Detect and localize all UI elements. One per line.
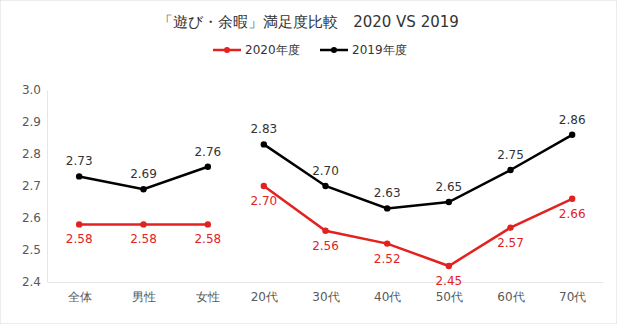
x-tick-label: 20代	[251, 290, 278, 304]
x-tick: 男性	[132, 282, 156, 304]
data-label: 2.76	[194, 145, 221, 159]
data-label: 2.58	[194, 232, 221, 246]
panel: 20代30代40代50代60代70代2.702.562.522.452.572.…	[234, 113, 604, 304]
marker	[76, 221, 82, 227]
data-label: 2.52	[374, 252, 401, 266]
y-tick-label: 3.0	[22, 83, 41, 97]
marker	[322, 228, 328, 234]
x-axis-line	[234, 282, 604, 283]
y-tick: 2.8	[22, 147, 47, 161]
data-label: 2.70	[312, 164, 339, 178]
y-tick: 3.0	[22, 83, 47, 97]
x-tick: 全体	[68, 282, 92, 304]
y-tick: 2.9	[22, 115, 47, 129]
data-label: 2.70	[250, 194, 277, 208]
y-tick-label: 2.8	[22, 147, 41, 161]
x-tick-label: 70代	[559, 290, 586, 304]
marker	[322, 183, 328, 189]
legend-marker	[331, 47, 337, 53]
y-axis-line	[47, 91, 48, 283]
y-tick: 2.7	[22, 179, 47, 193]
marker	[140, 186, 146, 192]
y-tick-label: 2.4	[22, 275, 41, 289]
data-label: 2.66	[559, 207, 586, 221]
x-tick-label: 40代	[374, 290, 401, 304]
data-label: 2.83	[250, 122, 277, 136]
x-tick-label: 男性	[132, 290, 156, 304]
x-tick-label: 30代	[312, 290, 339, 304]
x-tick-label: 女性	[196, 290, 220, 304]
series-line	[264, 135, 572, 209]
data-label: 2.58	[130, 232, 157, 246]
marker	[261, 141, 267, 147]
x-tick-label: 50代	[436, 290, 463, 304]
marker	[205, 164, 211, 170]
marker	[569, 196, 575, 202]
series-line	[264, 186, 572, 266]
x-tick: 70代	[559, 282, 586, 304]
marker	[76, 173, 82, 179]
legend-item: 2020年度	[213, 43, 300, 57]
data-labels: 2.70 2.56 2.52 2.45 2.57 2.66 2.83 2.70 2.63 2.65…	[250, 113, 585, 288]
marks	[261, 132, 576, 270]
data-label: 2.75	[497, 148, 524, 162]
marker	[384, 240, 390, 246]
data-label: 2.86	[559, 113, 586, 127]
marker	[384, 205, 390, 211]
y-tick: 2.6	[22, 211, 47, 225]
marker	[140, 221, 146, 227]
data-label: 2.56	[312, 239, 339, 253]
title: 「遊び・余暇」満足度比較 2020 VS 2019	[158, 13, 459, 31]
x-axis: 全体 男性 女性	[48, 282, 241, 304]
marker	[507, 224, 513, 230]
y-tick-label: 2.9	[22, 115, 41, 129]
marker	[507, 167, 513, 173]
series-line	[79, 167, 208, 189]
x-tick: 40代	[374, 282, 401, 304]
y-tick-label: 2.7	[22, 179, 41, 193]
x-axis-line	[48, 282, 241, 283]
background	[0, 0, 617, 324]
marks	[76, 164, 211, 228]
data-label: 2.73	[66, 154, 93, 168]
marker	[205, 221, 211, 227]
data-label: 2.69	[130, 167, 157, 181]
legend-item: 2019年度	[320, 43, 407, 57]
data-label: 2.45	[435, 274, 462, 288]
y-tick-label: 2.6	[22, 211, 41, 225]
panel: 2.42.52.62.72.82.93.0全体男性女性2.582.582.582…	[22, 83, 241, 303]
x-tick-label: 60代	[497, 290, 524, 304]
y-axis: 2.4 2.5 2.6 2.7 2.8 2.9 3.0	[22, 83, 48, 289]
marker	[446, 199, 452, 205]
marker	[446, 263, 452, 269]
legend-marker	[224, 47, 230, 53]
legend-label: 2019年度	[352, 43, 407, 57]
y-tick: 2.5	[22, 243, 47, 257]
x-tick: 60代	[497, 282, 524, 304]
y-tick-label: 2.5	[22, 243, 41, 257]
data-labels: 2.58 2.58 2.58 2.73 2.69 2.76	[66, 145, 221, 247]
marker	[261, 183, 267, 189]
x-tick: 女性	[196, 282, 220, 304]
x-tick: 20代	[251, 282, 278, 304]
data-label: 2.63	[374, 186, 401, 200]
data-label: 2.58	[66, 232, 93, 246]
y-tick: 2.4	[22, 275, 47, 289]
chart: 2.42.52.62.72.82.93.0全体男性女性2.582.582.582…	[0, 0, 617, 324]
legend-label: 2020年度	[245, 43, 300, 57]
data-label: 2.57	[497, 236, 524, 250]
x-tick: 30代	[312, 282, 339, 304]
marker	[569, 132, 575, 138]
x-tick-label: 全体	[68, 290, 92, 304]
data-label: 2.65	[435, 180, 462, 194]
x-axis: 20代 30代 40代 50代 60代 70代	[234, 282, 604, 304]
